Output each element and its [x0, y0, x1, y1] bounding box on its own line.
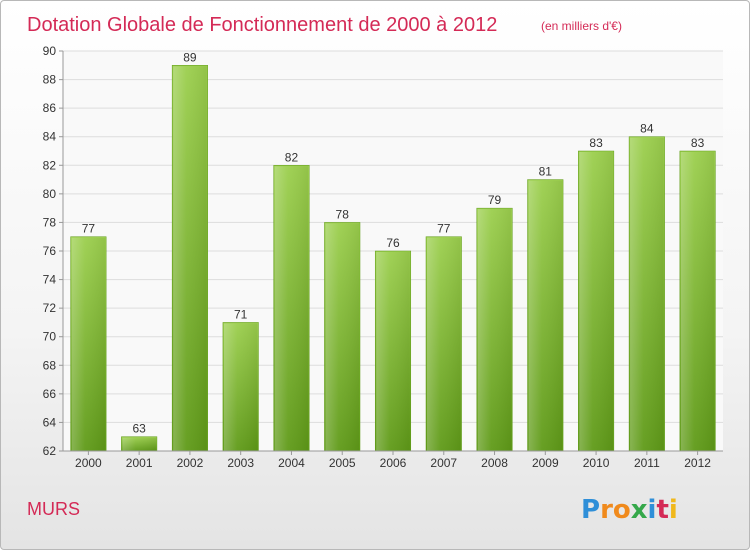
- data-label-2007: 77: [437, 222, 451, 236]
- y-tick-label: 72: [43, 301, 57, 315]
- data-label-2008: 79: [488, 193, 502, 207]
- bar-2007: [425, 236, 462, 452]
- chart-title: Dotation Globale de Fonctionnement de 20…: [27, 14, 497, 36]
- data-label-2005: 78: [336, 207, 350, 221]
- y-tick-label: 86: [43, 101, 57, 115]
- bar-shine: [173, 66, 207, 452]
- bar-2003: [222, 322, 259, 452]
- y-tick-label: 66: [43, 387, 57, 401]
- proxiti-logo: Proxiti: [581, 495, 678, 525]
- bar-shine: [223, 323, 258, 451]
- bar-2010: [578, 150, 615, 452]
- y-tick-label: 84: [43, 130, 57, 144]
- x-tick-label-2007: 2007: [430, 456, 457, 470]
- data-label-2006: 76: [386, 236, 400, 250]
- bar-shine: [680, 152, 715, 451]
- x-tick-label-2008: 2008: [481, 456, 508, 470]
- y-tick-label: 62: [43, 444, 57, 458]
- x-tick-label-2006: 2006: [380, 456, 407, 470]
- bar-shine: [579, 152, 613, 451]
- x-tick-label-2000: 2000: [75, 456, 102, 470]
- logo-letter: r: [600, 495, 613, 525]
- data-label-2004: 82: [285, 150, 299, 164]
- bar-shine: [274, 166, 309, 452]
- logo-letter: i: [669, 495, 678, 525]
- data-label-2000: 77: [82, 222, 96, 236]
- bar-2012: [679, 150, 716, 452]
- x-tick-label-2001: 2001: [126, 456, 153, 470]
- data-labels: 77 63 89 71 82 78 76 77 79 81 83 84 83: [82, 50, 705, 435]
- bar-2000: [70, 236, 107, 452]
- y-tick-label: 80: [43, 187, 57, 201]
- bar-2004: [273, 165, 310, 452]
- x-axis-ticks: 2000 2001 2002 2003 2004 2005 2006 2007 2008 2009…: [75, 451, 711, 470]
- logo-letter: t: [656, 495, 668, 525]
- x-tick-label-2010: 2010: [583, 456, 610, 470]
- y-tick-label: 64: [43, 415, 57, 429]
- x-tick-label-2003: 2003: [227, 456, 254, 470]
- bar-shine: [427, 237, 461, 451]
- bar-2008: [476, 207, 513, 452]
- bar-2002: [171, 65, 208, 452]
- y-tick-label: 68: [43, 358, 57, 372]
- y-tick-label: 78: [43, 215, 57, 229]
- chart-subtitle: (en milliers d'€): [541, 19, 622, 33]
- bar-shine: [122, 437, 156, 451]
- data-label-2011: 84: [640, 122, 654, 136]
- logo-letter: P: [581, 495, 600, 525]
- bar-shine: [528, 180, 563, 452]
- x-tick-label-2011: 2011: [634, 456, 660, 470]
- bar-2006: [374, 250, 412, 452]
- bar-shine: [71, 237, 106, 451]
- y-tick-label: 70: [43, 330, 57, 344]
- x-tick-label-2002: 2002: [177, 456, 204, 470]
- bar-shine: [325, 223, 359, 451]
- bars: [70, 65, 716, 452]
- logo-letter: x: [631, 495, 648, 525]
- bar-2011: [628, 136, 665, 452]
- y-tick-label: 90: [43, 44, 57, 58]
- x-tick-label-2012: 2012: [684, 456, 711, 470]
- data-label-2012: 83: [691, 136, 705, 150]
- bar-2009: [527, 179, 564, 452]
- x-tick-label-2009: 2009: [532, 456, 559, 470]
- y-tick-label: 76: [43, 244, 57, 258]
- bar-2001: [121, 436, 158, 452]
- bar-shine: [477, 209, 512, 451]
- bar-2005: [324, 222, 361, 452]
- logo-letter: i: [648, 495, 657, 525]
- y-axis-ticks: 62 64 66 68 70 72 74 76 78 80 82 84 86 88 90: [43, 44, 63, 458]
- x-tick-label-2004: 2004: [278, 456, 305, 470]
- bar-shine: [376, 252, 410, 451]
- data-label-2009: 81: [539, 165, 553, 179]
- y-tick-label: 74: [43, 273, 57, 287]
- bar-shine: [630, 137, 664, 451]
- data-label-2010: 83: [589, 136, 603, 150]
- x-tick-label-2005: 2005: [329, 456, 356, 470]
- data-label-2003: 71: [234, 307, 248, 321]
- y-tick-label: 82: [43, 158, 57, 172]
- data-label-2001: 63: [132, 422, 146, 436]
- y-tick-label: 88: [43, 73, 57, 87]
- logo-letter: o: [613, 495, 631, 525]
- commune-name: MURS: [27, 499, 80, 519]
- data-label-2002: 89: [183, 50, 197, 64]
